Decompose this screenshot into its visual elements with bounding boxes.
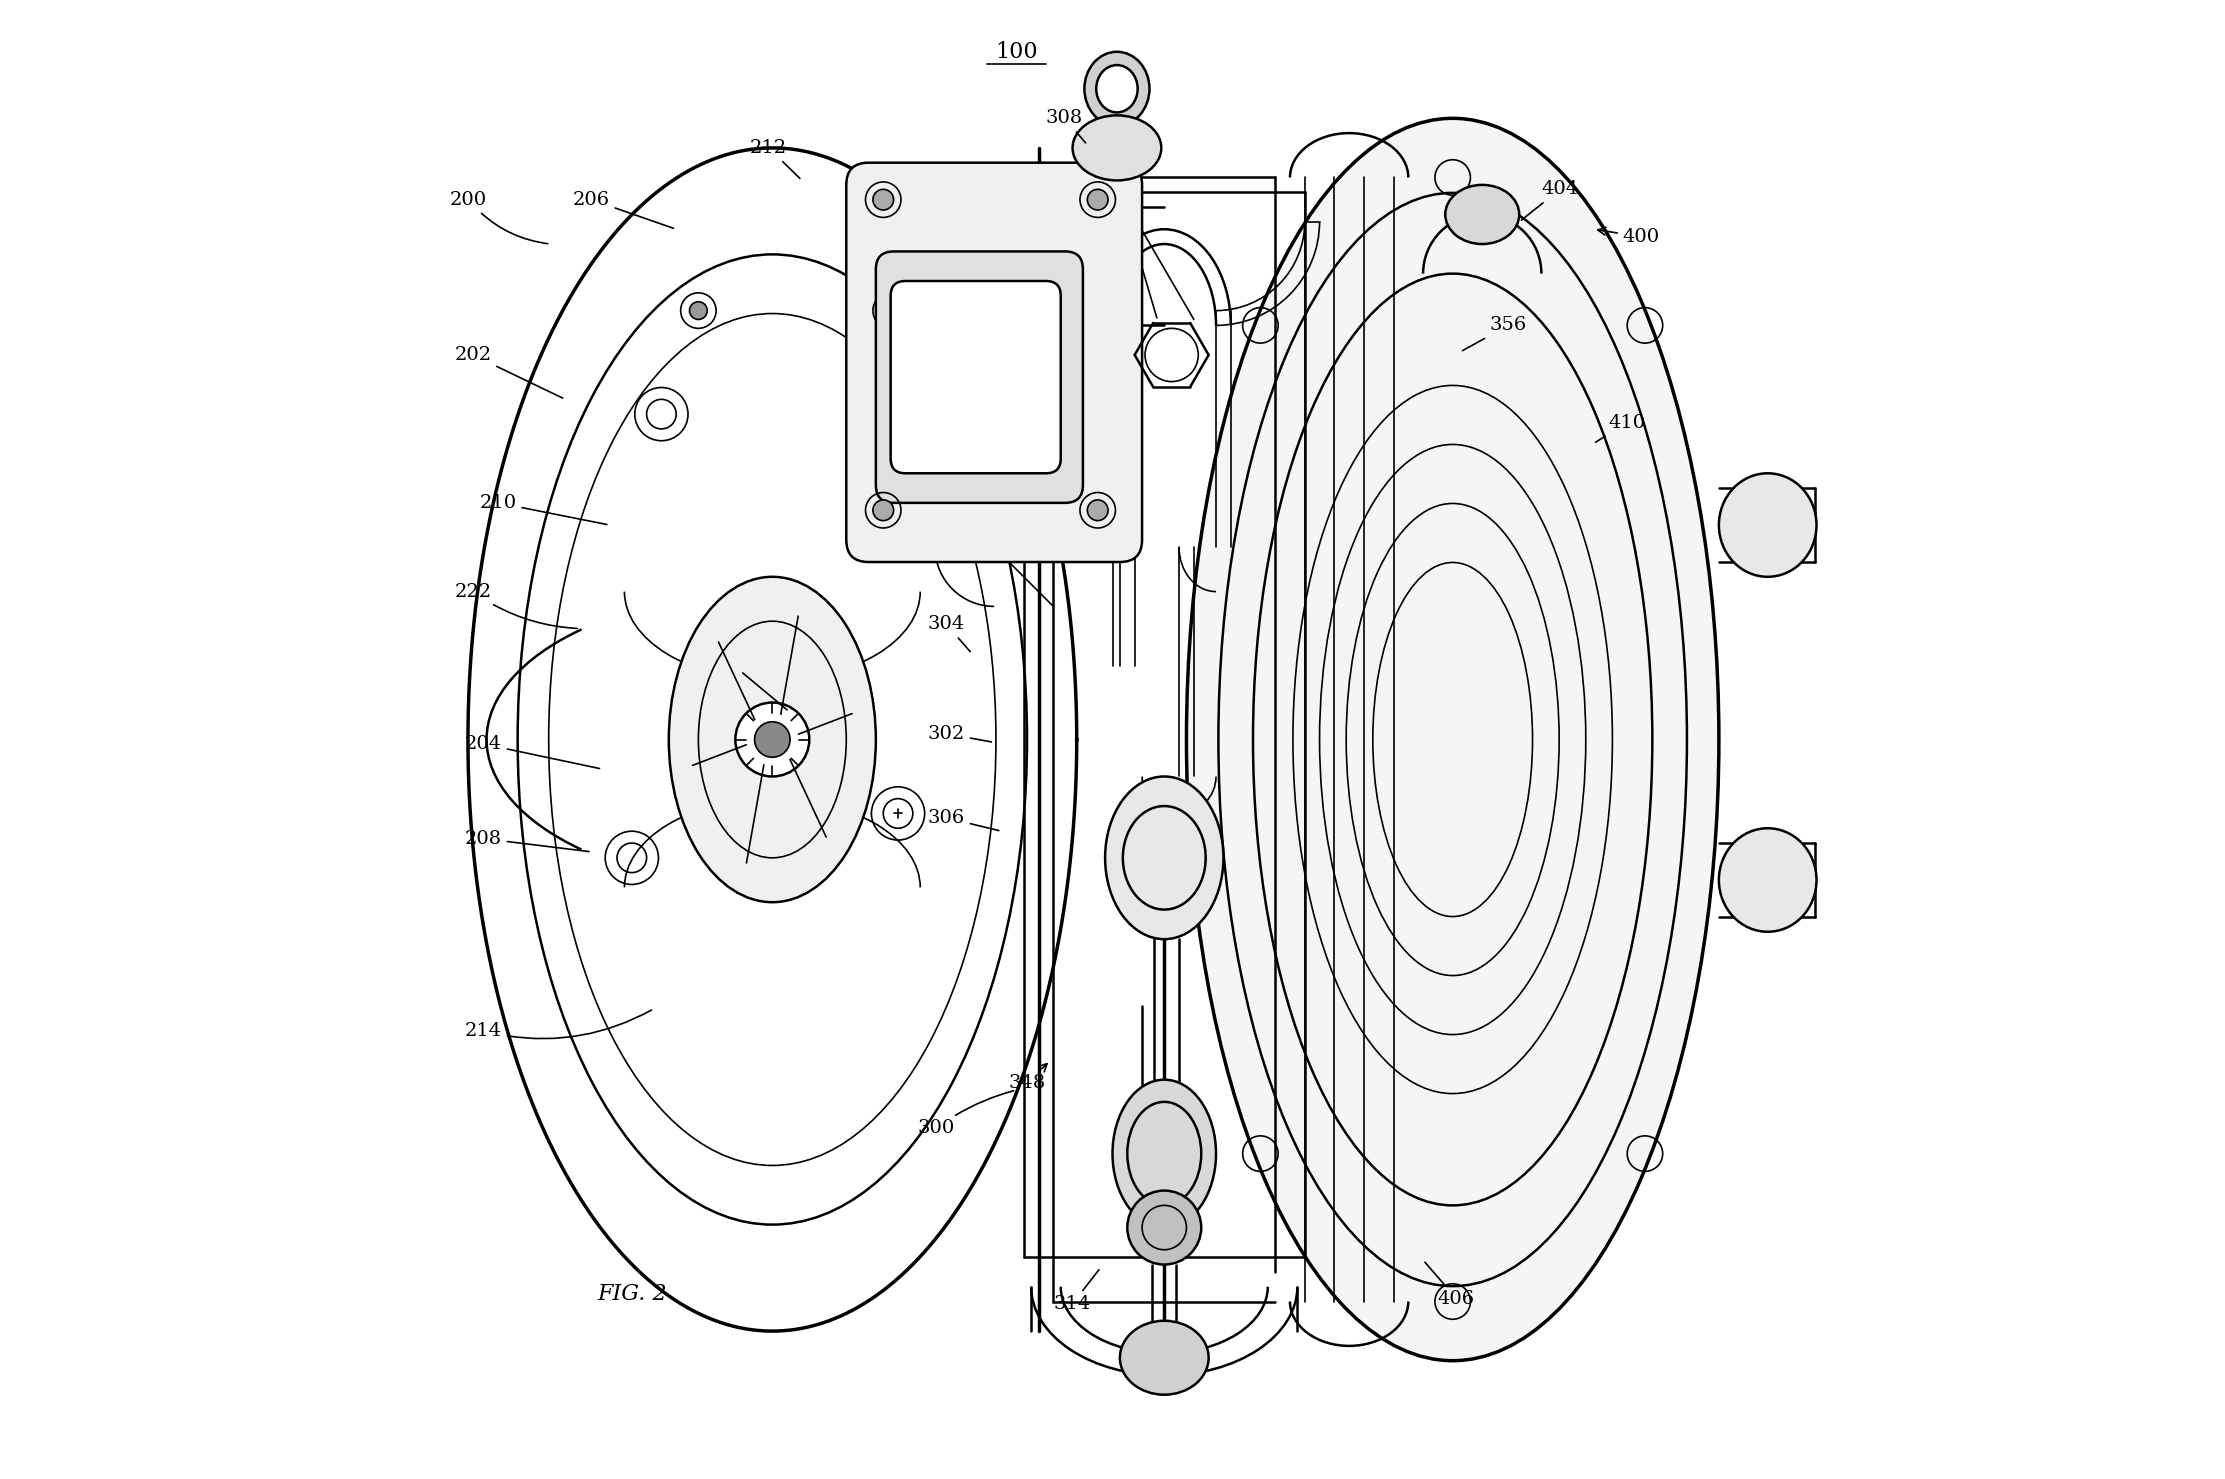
Ellipse shape xyxy=(1097,65,1137,112)
Text: 222: 222 xyxy=(454,583,576,629)
Text: 204: 204 xyxy=(465,735,599,769)
Text: 300: 300 xyxy=(917,1090,1015,1137)
FancyBboxPatch shape xyxy=(846,163,1141,562)
Text: 404: 404 xyxy=(1522,180,1578,220)
Text: 214: 214 xyxy=(465,1010,652,1040)
FancyBboxPatch shape xyxy=(877,251,1084,503)
Ellipse shape xyxy=(1720,828,1816,932)
Ellipse shape xyxy=(1088,189,1108,210)
Ellipse shape xyxy=(881,302,899,319)
Text: 400: 400 xyxy=(1598,228,1660,246)
Text: 200: 200 xyxy=(449,191,547,244)
Ellipse shape xyxy=(754,722,790,757)
Text: 304: 304 xyxy=(928,615,970,652)
Text: 208: 208 xyxy=(465,830,590,852)
FancyBboxPatch shape xyxy=(890,281,1061,473)
Text: FIG. 2: FIG. 2 xyxy=(596,1284,668,1304)
Text: 348: 348 xyxy=(1008,1063,1048,1092)
Ellipse shape xyxy=(1106,776,1224,939)
Ellipse shape xyxy=(1112,1080,1217,1228)
Ellipse shape xyxy=(690,302,708,319)
Ellipse shape xyxy=(872,189,894,210)
Text: 306: 306 xyxy=(928,809,999,831)
Text: 212: 212 xyxy=(750,139,801,179)
Ellipse shape xyxy=(734,703,810,776)
Text: 100: 100 xyxy=(995,41,1037,62)
Text: 406: 406 xyxy=(1424,1262,1475,1307)
Text: 210: 210 xyxy=(481,494,607,525)
Text: 410: 410 xyxy=(1595,414,1644,442)
Text: 308: 308 xyxy=(1046,109,1086,143)
Ellipse shape xyxy=(1088,500,1108,521)
Text: 314: 314 xyxy=(1052,1269,1099,1313)
Ellipse shape xyxy=(1119,1321,1208,1395)
Ellipse shape xyxy=(1128,1191,1202,1265)
Text: 302: 302 xyxy=(928,725,992,742)
Text: 356: 356 xyxy=(1462,317,1526,351)
Ellipse shape xyxy=(670,577,877,902)
Text: 206: 206 xyxy=(572,191,674,228)
Text: 202: 202 xyxy=(454,346,563,398)
Ellipse shape xyxy=(1446,185,1520,244)
Ellipse shape xyxy=(872,500,894,521)
Ellipse shape xyxy=(1720,473,1816,577)
Ellipse shape xyxy=(1186,118,1720,1361)
Ellipse shape xyxy=(1072,115,1161,180)
Ellipse shape xyxy=(1084,52,1150,126)
